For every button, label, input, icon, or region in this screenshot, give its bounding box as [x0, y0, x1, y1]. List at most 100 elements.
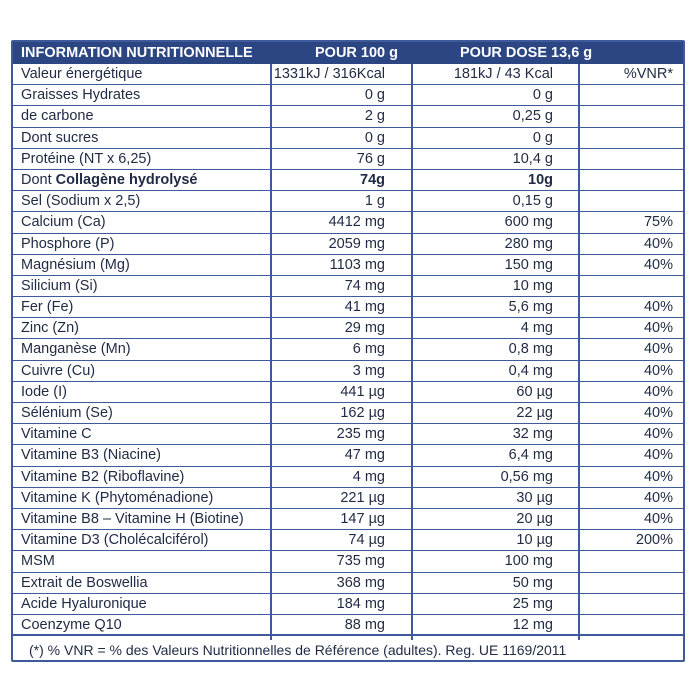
- value-per-dose: 0,15 g: [512, 193, 553, 210]
- nutrient-name: Calcium (Ca): [21, 214, 106, 231]
- table-row: Vitamine B3 (Niacine) 47 mg 6,4 mg 40%: [13, 445, 683, 467]
- nutrient-name: Vitamine B3 (Niacine): [21, 447, 161, 464]
- table-row: Dont sucres 0 g 0 g: [13, 128, 683, 149]
- value-per-dose: 4 mg: [520, 320, 553, 337]
- value-per-100g: 147 µg: [340, 510, 385, 527]
- table-row: Vitamine B2 (Riboflavine) 4 mg 0,56 mg 40%: [13, 467, 683, 488]
- nutrition-table: INFORMATION NUTRITIONNELLE POUR 100 g PO…: [11, 40, 685, 662]
- column-divider: [270, 64, 272, 640]
- nutrient-name: Protéine (NT x 6,25): [21, 150, 152, 167]
- value-per-100g: 47 mg: [344, 447, 385, 464]
- nutrient-name: Vitamine C: [21, 426, 92, 443]
- value-vnr: 40%: [643, 468, 673, 485]
- nutrient-name: Magnésium (Mg): [21, 256, 130, 273]
- nutrient-name: Vitamine B2 (Riboflavine): [21, 468, 185, 485]
- value-per-dose: 100 mg: [504, 553, 553, 570]
- nutrient-name: Dont sucres: [21, 129, 99, 146]
- value-per-dose: 10 µg: [516, 532, 553, 549]
- value-vnr: 40%: [643, 256, 673, 273]
- value-per-dose: 20 µg: [516, 510, 553, 527]
- table-row: Vitamine C 235 mg 32 mg 40%: [13, 424, 683, 446]
- nutrient-name: Zinc (Zn): [21, 320, 79, 337]
- value-vnr: 40%: [643, 320, 673, 337]
- value-per-dose: 150 mg: [504, 256, 553, 273]
- table-row: Valeur énergétique 1331kJ / 316Kcal 181kJ …: [13, 64, 683, 86]
- value-vnr: 40%: [643, 447, 673, 464]
- nutrient-name: Silicium (Si): [21, 277, 98, 294]
- value-vnr: 40%: [643, 235, 673, 252]
- value-per-dose: 10 mg: [512, 277, 553, 294]
- table-row: de carbone 2 g 0,25 g: [13, 106, 683, 128]
- table-row: Sélénium (Se) 162 µg 22 µg 40%: [13, 403, 683, 425]
- value-per-dose: 12 mg: [512, 616, 553, 633]
- header-per-100g: POUR 100 g: [315, 45, 398, 61]
- value-vnr: %VNR*: [623, 66, 673, 82]
- value-per-100g: 1103 mg: [329, 256, 385, 273]
- value-vnr: 200%: [635, 532, 673, 549]
- value-per-100g: 235 mg: [336, 426, 385, 443]
- table-row: MSM 735 mg 100 mg: [13, 551, 683, 573]
- value-vnr: 40%: [643, 383, 673, 400]
- table-row: Graisses Hydrates 0 g 0 g: [13, 85, 683, 107]
- column-divider: [411, 64, 413, 640]
- value-per-100g: 162 µg: [340, 405, 385, 421]
- value-per-dose: 0 g: [532, 87, 553, 104]
- value-per-dose: 0,8 mg: [508, 341, 553, 358]
- nutrient-name: Dont Collagène hydrolysé: [21, 172, 198, 188]
- value-per-dose: 32 mg: [512, 426, 553, 443]
- value-vnr: 40%: [643, 362, 673, 379]
- value-per-100g: 74g: [360, 171, 385, 188]
- table-row: Cuivre (Cu) 3 mg 0,4 mg 40%: [13, 361, 683, 382]
- value-per-100g: 3 mg: [352, 362, 385, 379]
- value-per-100g: 184 mg: [336, 595, 385, 612]
- value-per-100g: 441 µg: [340, 383, 385, 400]
- table-row: Manganèse (Mn) 6 mg 0,8 mg 40%: [13, 339, 683, 361]
- nutrient-name-main: Collagène hydrolysé: [55, 171, 198, 188]
- column-divider: [578, 64, 580, 640]
- value-per-100g: 74 mg: [344, 277, 385, 294]
- value-per-100g: 735 mg: [336, 553, 385, 570]
- value-per-dose: 22 µg: [516, 405, 553, 421]
- table-row: Acide Hyaluronique 184 mg 25 mg: [13, 594, 683, 615]
- footnote-text: (*) % VNR = % des Valeurs Nutritionnelle…: [29, 642, 567, 658]
- footnote: (*) % VNR = % des Valeurs Nutritionnelle…: [13, 640, 683, 660]
- value-per-dose: 25 mg: [512, 595, 553, 612]
- nutrient-name: Cuivre (Cu): [21, 362, 96, 379]
- value-per-100g: 1 g: [364, 193, 385, 210]
- table-row: Silicium (Si) 74 mg 10 mg: [13, 276, 683, 298]
- value-per-100g: 4412 mg: [328, 214, 385, 231]
- value-vnr: 75%: [643, 214, 673, 231]
- value-per-100g: 41 mg: [344, 299, 385, 316]
- nutrient-name: de carbone: [21, 108, 94, 125]
- value-per-100g: 2 g: [364, 108, 385, 125]
- table-row: Sel (Sodium x 2,5) 1 g 0,15 g: [13, 191, 683, 213]
- value-per-100g: 221 µg: [340, 489, 385, 506]
- value-per-dose: 600 mg: [504, 214, 553, 231]
- nutrient-name: Coenzyme Q10: [21, 616, 122, 633]
- nutrient-name: Vitamine K (Phytoménadione): [21, 489, 214, 506]
- table-header: INFORMATION NUTRITIONNELLE POUR 100 g PO…: [13, 42, 683, 64]
- value-vnr: 40%: [643, 299, 673, 316]
- table-row: Vitamine K (Phytoménadione) 221 µg 30 µg 40…: [13, 488, 683, 509]
- nutrient-name: Vitamine B8 – Vitamine H (Biotine): [21, 510, 244, 527]
- nutrient-name: Acide Hyaluronique: [21, 595, 147, 612]
- table-row: Zinc (Zn) 29 mg 4 mg 40%: [13, 318, 683, 340]
- table-row: Dont Collagène hydrolysé 74g 10g: [13, 170, 683, 192]
- value-per-dose: 0,56 mg: [500, 468, 553, 485]
- value-vnr: 40%: [643, 510, 673, 527]
- nutrient-name: MSM: [21, 553, 55, 570]
- value-per-100g: 0 g: [364, 129, 385, 146]
- value-per-100g: 76 g: [356, 150, 385, 167]
- value-vnr: 40%: [643, 426, 673, 443]
- value-per-dose: 181kJ / 43 Kcal: [453, 66, 553, 82]
- value-per-100g: 0 g: [364, 87, 385, 104]
- header-per-dose: POUR DOSE 13,6 g: [460, 45, 593, 61]
- nutrient-name: Valeur énergétique: [21, 66, 143, 82]
- value-per-dose: 30 µg: [516, 489, 553, 506]
- value-per-100g: 88 mg: [344, 616, 385, 633]
- value-per-dose: 50 mg: [512, 574, 553, 591]
- value-per-dose: 6,4 mg: [508, 447, 553, 464]
- value-per-100g: 4 mg: [352, 468, 385, 485]
- value-per-dose: 10g: [528, 171, 553, 188]
- nutrient-name: Extrait de Boswellia: [21, 574, 148, 591]
